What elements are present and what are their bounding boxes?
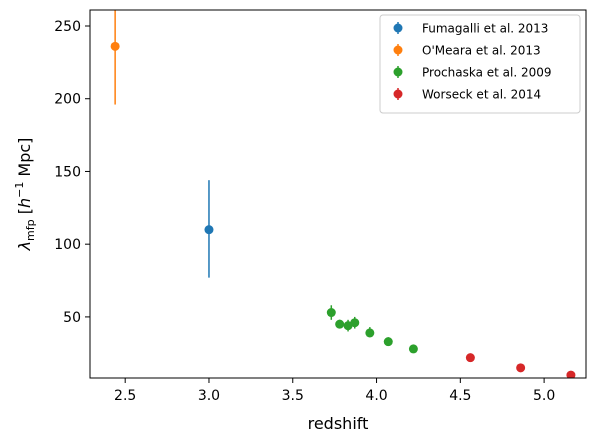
y-axis-label: λmfp [h−1 Mpc] [13, 138, 37, 252]
legend-label: Worseck et al. 2014 [422, 88, 541, 102]
data-point [408, 344, 418, 354]
series-1 [110, 10, 120, 105]
y-tick-label: 150 [54, 164, 81, 180]
legend-marker [393, 67, 403, 77]
y-label-unit-open: [ [15, 208, 34, 219]
data-point [516, 363, 526, 373]
x-tick-label: 4.5 [449, 388, 471, 404]
legend-item: Prochaska et al. 2009 [393, 66, 552, 80]
legend-frame [379, 14, 581, 114]
x-tick-label: 3.0 [198, 388, 220, 404]
x-tick-label: 3.5 [282, 388, 304, 404]
y-label-unit-exp: −1 [13, 182, 26, 198]
x-tick-label: 4.0 [365, 388, 387, 404]
y-tick-label: 250 [54, 19, 81, 35]
x-tick-label: 5.0 [533, 388, 555, 404]
data-point [326, 308, 336, 318]
legend-label: Prochaska et al. 2009 [422, 66, 552, 80]
legend-marker [393, 23, 403, 33]
data-point [566, 370, 576, 378]
series-0 [204, 180, 214, 278]
series-2 [326, 305, 418, 354]
legend-item: O'Meara et al. 2013 [393, 44, 541, 58]
y-label-symbol: λ [15, 241, 34, 251]
x-axis: 2.5 3.0 3.5 4.0 4.5 5.0 [114, 378, 555, 404]
data-point [204, 225, 214, 235]
y-label-unit-h: h [15, 198, 34, 208]
data-point [350, 318, 360, 328]
y-label-unit-rest: Mpc] [15, 138, 34, 182]
legend-item: Fumagalli et al. 2013 [393, 22, 548, 36]
plot-content [110, 10, 576, 378]
plot-frame [89, 9, 587, 379]
data-point [335, 319, 345, 329]
legend: Fumagalli et al. 2013 O'Meara et al. 2013… [379, 14, 581, 114]
y-tick-label: 50 [63, 310, 81, 326]
data-point [465, 353, 475, 363]
data-point [383, 337, 393, 347]
series-3 [465, 353, 576, 378]
y-tick-label: 200 [54, 92, 81, 108]
legend-label: O'Meara et al. 2013 [422, 44, 541, 58]
legend-item: Worseck et al. 2014 [393, 88, 541, 102]
data-point [110, 41, 120, 51]
legend-label: Fumagalli et al. 2013 [422, 22, 548, 36]
y-label-subscript: mfp [24, 219, 37, 241]
x-axis-label: redshift [308, 414, 369, 433]
x-tick-label: 2.5 [114, 388, 136, 404]
legend-marker [393, 89, 403, 99]
data-point [365, 328, 375, 338]
data-point [343, 321, 353, 331]
y-tick-label: 100 [54, 237, 81, 253]
legend-marker [393, 45, 403, 55]
y-axis: 50 100 150 200 250 [54, 19, 90, 326]
